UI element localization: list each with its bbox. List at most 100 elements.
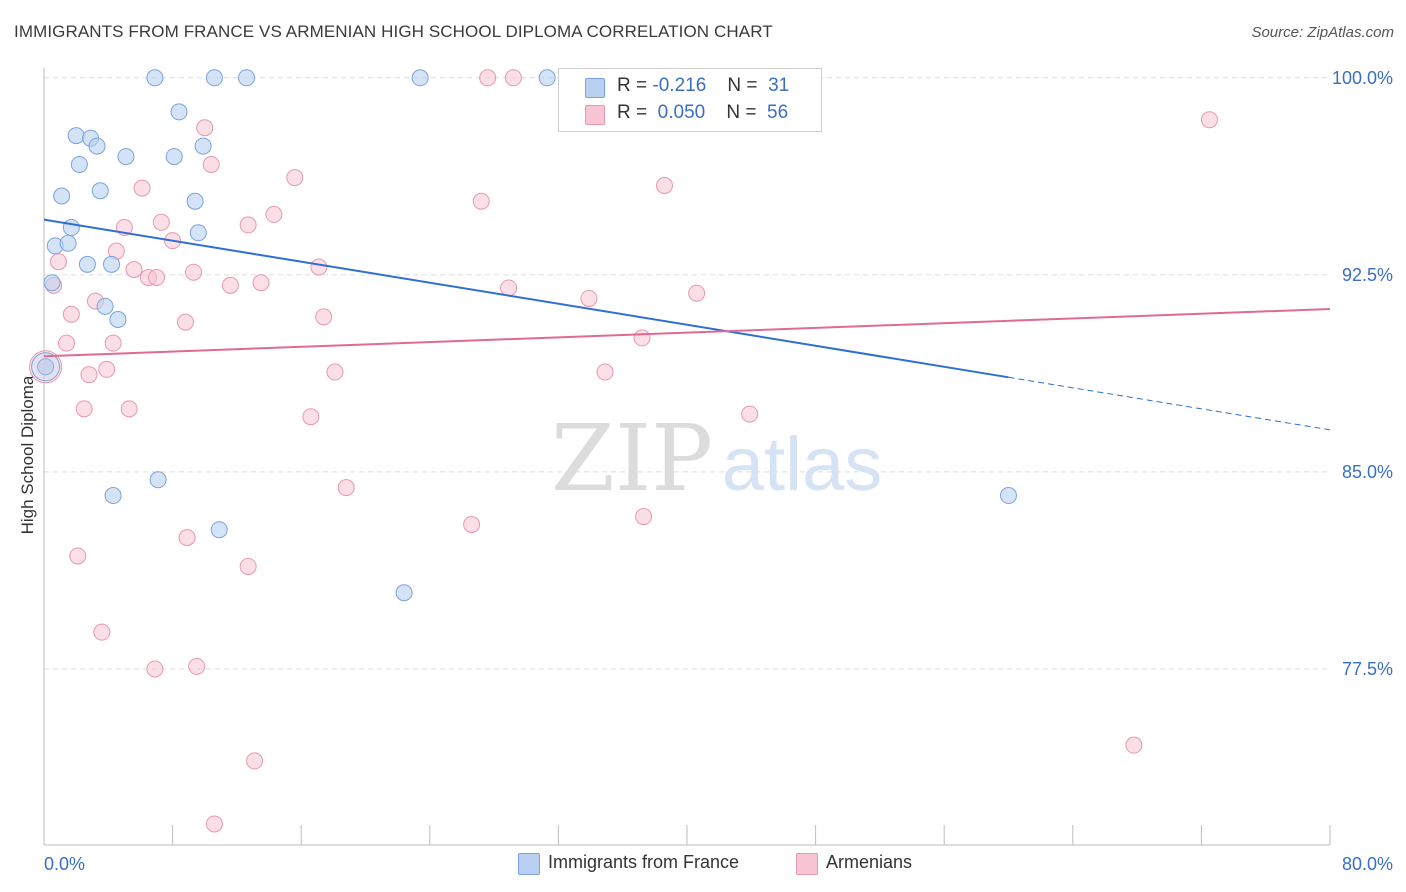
axes [43,68,1331,846]
source-label: Source: ZipAtlas.com [1251,24,1394,41]
armenians-point [75,400,93,418]
armenians-point [221,276,239,294]
armenians-point [252,274,270,292]
x-tick-label-max: 80.0% [1342,854,1393,874]
france-point [1000,487,1017,505]
armenians-point [205,815,223,833]
y-tick-label: 100.0% [1332,68,1393,88]
legend-swatch-france [585,78,605,98]
armenians-point [246,752,264,770]
france-point [395,584,413,602]
france-point [117,148,135,166]
bottom-legend-swatch-france [518,853,540,875]
france-point [78,255,96,273]
grid-lines [44,77,1330,670]
bottom-legend-label-france: Immigrants from France [548,852,740,872]
france-point-large [31,352,61,382]
armenians-point [326,363,344,381]
armenians-point [286,169,304,187]
r-label: R = [617,102,648,123]
legend-swatch-armenians [585,105,605,125]
france-point [205,69,223,87]
n-label: N = [726,102,757,123]
n-value: 31 [768,75,790,96]
armenians-point [741,405,759,423]
armenians-point [69,547,87,565]
tick-labels: 100.0% 92.5% 85.0% 77.5% 0.0% 80.0% [44,68,1393,874]
france-point [59,234,77,252]
armenians-point [188,657,206,675]
armenians-point [239,216,257,234]
france-point [238,69,256,87]
france-point [411,69,429,87]
armenians-point [596,363,614,381]
r-value: -0.216 [652,75,707,96]
france-points [31,69,1017,602]
armenians-point [133,179,151,197]
armenians-point [1125,736,1143,754]
armenians-point [178,529,196,547]
france-trend-line [43,218,1009,379]
x-tick-label-min: 0.0% [44,854,85,874]
armenians-point [635,508,653,526]
armenians-point [184,263,202,281]
armenians-point [93,623,111,641]
france-point [149,471,167,489]
armenians-point [239,557,257,575]
armenians-point [688,284,706,302]
armenians-point [500,279,518,297]
france-point [53,187,71,205]
chart-title: IMMIGRANTS FROM FRANCE VS ARMENIAN HIGH … [14,22,773,41]
armenians-point [580,289,598,307]
trend-lines [43,218,1331,431]
correlation-legend: R = -0.216 N = 31 R = 0.050 N = 56 [558,68,822,132]
armenians-point [125,261,143,279]
y-tick-label: 92.5% [1342,265,1393,285]
y-tick-label: 77.5% [1342,659,1393,679]
france-point [103,255,121,273]
france-point [70,155,88,173]
armenians-point [472,192,490,210]
france-point [109,310,127,328]
y-tick-label: 85.0% [1342,462,1393,482]
armenians-point [310,258,328,276]
watermark-zip: ZIP [551,405,713,512]
armenians-point [98,360,116,378]
france-point [43,274,61,292]
armenians-point [196,119,214,137]
armenians-point [265,205,283,223]
france-point [538,69,556,87]
armenians-point [504,69,522,87]
france-point [210,521,228,539]
france-point [189,224,207,242]
armenians-point [148,268,166,286]
armenians-point [80,366,98,384]
france-point [165,148,183,166]
armenians-point [58,334,76,352]
armenians-point [655,176,673,194]
france-point [170,103,188,121]
armenians-point [463,515,481,533]
armenians-point [146,660,164,678]
france-trend-extension [1008,376,1331,431]
armenians-trend-line [43,307,1331,358]
france-point [91,182,109,200]
armenians-point [1200,111,1218,129]
france-point [146,69,164,87]
armenians-point [479,69,497,87]
armenians-point [302,408,320,426]
france-point [67,127,85,145]
n-label: N = [727,75,758,96]
armenians-point [152,213,170,231]
armenians-point [176,313,194,331]
armenians-point [49,253,67,271]
armenians-point [337,479,355,497]
armenians-point [202,155,220,173]
france-point [194,137,212,155]
bottom-legend-label-armenians: Armenians [826,852,913,872]
armenians-point [62,305,80,323]
bottom-legend-swatch-armenians [796,853,818,875]
r-label: R = [617,75,648,96]
france-point [62,219,80,237]
